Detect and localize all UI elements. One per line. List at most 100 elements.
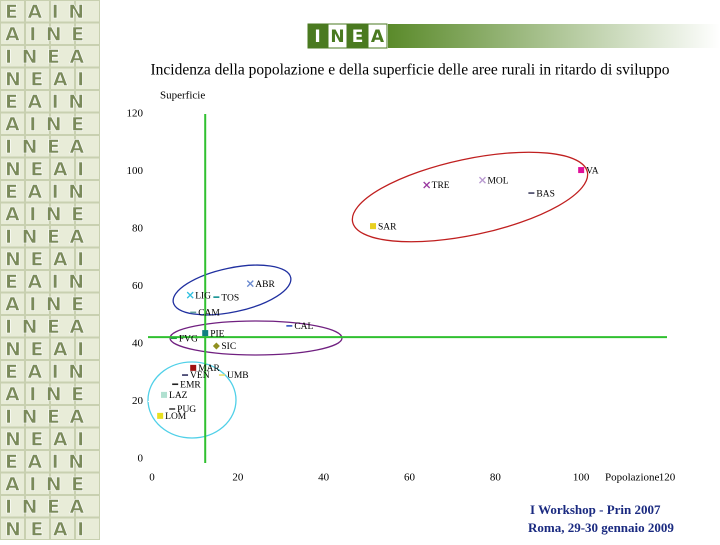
x-tick-label: 20 xyxy=(232,472,244,484)
tile xyxy=(50,270,75,293)
y-tick-label: 120 xyxy=(127,108,144,120)
tile xyxy=(0,112,25,135)
point-label: FVG xyxy=(179,334,198,344)
logo-tile xyxy=(347,23,368,49)
tile xyxy=(75,22,100,45)
tile xyxy=(25,180,50,203)
tile-letters: AINE xyxy=(5,473,94,495)
point xyxy=(186,291,194,299)
tile xyxy=(75,450,100,473)
point-label: CAL xyxy=(294,322,313,332)
tile-letters: AINE xyxy=(5,23,94,45)
x-tick-label: 120 xyxy=(659,472,676,484)
tile-letters: INEA xyxy=(5,226,94,248)
tile-letters: NEAI xyxy=(5,338,94,360)
x-tick-label: 0 xyxy=(149,472,155,484)
plot: 0 20 40 60 80 100 120 0 20 40 60 80 100 120 VA MOL TRE BA… xyxy=(127,108,676,484)
footer-line: I Workshop - Prin 2007 xyxy=(530,502,661,517)
tile xyxy=(0,360,25,383)
tile xyxy=(50,67,75,90)
x-tick-label: 60 xyxy=(404,472,416,484)
tile xyxy=(25,337,50,360)
tile xyxy=(75,337,100,360)
logo-letter: E xyxy=(352,27,364,47)
chart-title: Incidenza della popolazione e della supe… xyxy=(150,62,669,79)
point xyxy=(578,167,585,174)
tile xyxy=(50,427,75,450)
tile xyxy=(25,495,50,518)
tile xyxy=(75,315,100,338)
tile xyxy=(25,135,50,158)
tile xyxy=(0,472,25,495)
tile xyxy=(0,450,25,473)
tile xyxy=(75,135,100,158)
tile xyxy=(0,180,25,203)
tile xyxy=(75,67,100,90)
y-tick-label: 100 xyxy=(127,165,144,177)
tile xyxy=(25,225,50,248)
y-tick-label: 0 xyxy=(138,453,144,465)
tile xyxy=(25,157,50,180)
tile xyxy=(75,472,100,495)
group-ellipse xyxy=(351,151,589,243)
tile xyxy=(0,135,25,158)
point-label: MOL xyxy=(487,176,508,186)
tile xyxy=(50,90,75,113)
tile-letters: NEAI xyxy=(5,248,94,270)
point xyxy=(478,176,486,184)
tile xyxy=(50,0,75,23)
tile xyxy=(0,382,25,405)
point-label: SIC xyxy=(221,342,236,352)
tile xyxy=(50,45,75,68)
tile xyxy=(0,292,25,315)
point-label: LIG xyxy=(195,291,211,301)
tile xyxy=(75,247,100,270)
tile xyxy=(0,202,25,225)
tile xyxy=(25,22,50,45)
tile xyxy=(50,360,75,383)
tile-letters: EAIN xyxy=(5,451,94,473)
tile xyxy=(75,292,100,315)
y-tick-label: 20 xyxy=(132,395,144,407)
tile xyxy=(50,292,75,315)
tile xyxy=(25,292,50,315)
sidebar: EAINAINEINEANEAIEAINAINEINEANEAIEAINAINE… xyxy=(0,0,100,541)
y-tick-label: 60 xyxy=(132,280,144,292)
point-label: LAZ xyxy=(169,391,188,401)
tile xyxy=(75,360,100,383)
tile xyxy=(50,202,75,225)
tile-letters: EAIN xyxy=(5,361,94,383)
tile xyxy=(0,0,25,23)
point xyxy=(190,364,197,371)
point-label: EMR xyxy=(180,380,201,390)
tile xyxy=(75,427,100,450)
tile xyxy=(0,405,25,428)
tile xyxy=(0,157,25,180)
tile xyxy=(0,315,25,338)
tile xyxy=(50,405,75,428)
tile-letters: AINE xyxy=(5,113,94,135)
x-axis-label: Popolazione xyxy=(605,472,659,484)
tile xyxy=(25,472,50,495)
tile xyxy=(25,382,50,405)
tile-letters: EAIN xyxy=(5,91,94,113)
point xyxy=(423,181,431,189)
tile xyxy=(75,405,100,428)
logo-letter: N xyxy=(330,27,344,47)
tile xyxy=(50,382,75,405)
x-tick-label: 100 xyxy=(573,472,590,484)
logo-tile xyxy=(367,23,388,49)
tile xyxy=(75,270,100,293)
point xyxy=(157,412,164,419)
tile-letters: EAIN xyxy=(5,271,94,293)
tile xyxy=(75,157,100,180)
point xyxy=(161,391,168,398)
tile xyxy=(75,202,100,225)
tile xyxy=(25,450,50,473)
tile xyxy=(50,495,75,518)
tile xyxy=(75,0,100,23)
tile xyxy=(50,225,75,248)
tile xyxy=(25,427,50,450)
point-label: VA xyxy=(586,166,599,176)
